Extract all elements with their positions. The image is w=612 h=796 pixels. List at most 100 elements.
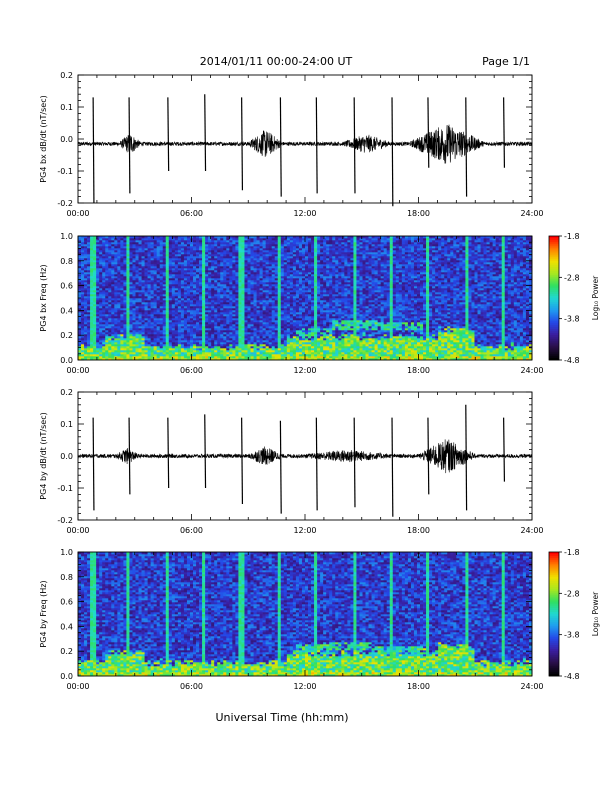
spectrogram-cell bbox=[287, 300, 290, 302]
spectrogram-cell bbox=[99, 302, 102, 304]
spectrogram-cell bbox=[154, 348, 157, 350]
spectrogram-cell bbox=[136, 242, 139, 244]
spectrogram-cell bbox=[78, 270, 81, 272]
spectrogram-cell bbox=[223, 352, 226, 354]
spectrogram-cell bbox=[175, 290, 178, 292]
spectrogram-cell bbox=[160, 292, 163, 294]
spectrogram-cell bbox=[114, 324, 117, 326]
spectrogram-cell bbox=[263, 244, 266, 246]
spectrogram-cell bbox=[166, 260, 169, 262]
spectrogram-cell bbox=[87, 270, 90, 272]
spectrogram-cell bbox=[308, 286, 311, 288]
spectrogram-cell bbox=[257, 312, 260, 314]
spectrogram-cell bbox=[166, 276, 169, 278]
spectrogram-cell bbox=[151, 276, 154, 278]
spectrogram-cell bbox=[229, 326, 232, 328]
spectrogram-cell bbox=[202, 342, 205, 344]
spectrogram-cell bbox=[117, 256, 120, 258]
spectrogram-cell bbox=[190, 290, 193, 292]
spectrogram-cell bbox=[93, 298, 96, 300]
spectrogram-cell bbox=[308, 294, 311, 296]
spectrogram-cell bbox=[187, 246, 190, 248]
spectrogram-cell bbox=[178, 244, 181, 246]
spectrogram-cell bbox=[229, 256, 232, 258]
spectrogram-cell bbox=[96, 280, 99, 282]
spectrogram-cell bbox=[78, 314, 81, 316]
spectrogram-cell bbox=[175, 240, 178, 242]
spectrogram-cell bbox=[187, 248, 190, 250]
spectrogram-cell bbox=[178, 318, 181, 320]
spectrogram-cell bbox=[254, 298, 257, 300]
spectrogram-cell bbox=[123, 242, 126, 244]
spectrogram-cell bbox=[136, 270, 139, 272]
spectrogram-cell bbox=[247, 314, 250, 316]
spectrogram-cell bbox=[160, 250, 163, 252]
spectrogram-cell bbox=[81, 354, 84, 356]
spectrogram-cell bbox=[175, 258, 178, 260]
spectrogram-cell bbox=[254, 266, 257, 268]
spectrogram-cell bbox=[123, 342, 126, 344]
spectrogram-cell bbox=[129, 342, 132, 344]
spectrogram-cell bbox=[208, 292, 211, 294]
spectrogram-cell bbox=[284, 320, 287, 322]
spectrogram-cell bbox=[93, 262, 96, 264]
spectrogram-cell bbox=[136, 268, 139, 270]
spectrogram-cell bbox=[223, 278, 226, 280]
spectrogram-cell bbox=[87, 268, 90, 270]
spectrogram-cell bbox=[178, 340, 181, 342]
spectrogram-cell bbox=[254, 324, 257, 326]
spectrogram-cell bbox=[190, 302, 193, 304]
spectrogram-cell bbox=[254, 254, 257, 256]
spectrogram-cell bbox=[172, 330, 175, 332]
spectrogram-cell bbox=[142, 308, 145, 310]
spectrogram-cell bbox=[308, 316, 311, 318]
spectrogram-cell bbox=[105, 286, 108, 288]
spectrogram-cell bbox=[169, 264, 172, 266]
spectrogram-cell bbox=[163, 336, 166, 338]
spectrogram-cell bbox=[223, 300, 226, 302]
spectrogram-cell bbox=[99, 252, 102, 254]
spectrogram-cell bbox=[96, 274, 99, 276]
spectrogram-cell bbox=[272, 344, 275, 346]
spectrogram-cell bbox=[235, 248, 238, 250]
spectrogram-cell bbox=[299, 346, 302, 348]
spectrogram-cell bbox=[160, 242, 163, 244]
spectrogram-cell bbox=[90, 266, 93, 268]
spectrogram-cell bbox=[120, 238, 123, 240]
spectrogram-cell bbox=[281, 314, 284, 316]
spectrogram-cell bbox=[136, 338, 139, 340]
spectrogram-cell bbox=[154, 290, 157, 292]
spectrogram-cell bbox=[145, 316, 148, 318]
spectrogram-cell bbox=[251, 334, 254, 336]
spectrogram-cell bbox=[99, 270, 102, 272]
spectrogram-cell bbox=[78, 268, 81, 270]
spectrogram-cell bbox=[187, 350, 190, 352]
spectrogram-cell bbox=[108, 240, 111, 242]
spectrogram-cell bbox=[108, 282, 111, 284]
spectrogram-cell bbox=[126, 262, 129, 264]
spectrogram-cell bbox=[160, 302, 163, 304]
spectrogram-cell bbox=[169, 332, 172, 334]
spectrogram-cell bbox=[290, 328, 293, 330]
spectrogram-cell bbox=[241, 254, 244, 256]
spectrogram-cell bbox=[220, 338, 223, 340]
spectrogram-cell bbox=[269, 256, 272, 258]
spectrogram-cell bbox=[278, 278, 281, 280]
spectrogram-cell bbox=[287, 354, 290, 356]
spectrogram-cell bbox=[142, 272, 145, 274]
spectrogram-cell bbox=[266, 348, 269, 350]
spectrogram-cell bbox=[229, 336, 232, 338]
spectrogram-cell bbox=[81, 242, 84, 244]
spectrogram-cell bbox=[232, 252, 235, 254]
spectrogram-cell bbox=[254, 240, 257, 242]
spectrogram-cell bbox=[226, 330, 229, 332]
spectrogram-cell bbox=[178, 256, 181, 258]
spectrogram-cell bbox=[184, 300, 187, 302]
spectrogram-cell bbox=[190, 348, 193, 350]
spectrogram-cell bbox=[178, 292, 181, 294]
spectrogram-cell bbox=[238, 246, 241, 248]
spectrogram-cell bbox=[175, 328, 178, 330]
spectrogram-cell bbox=[278, 350, 281, 352]
spectrogram-cell bbox=[93, 272, 96, 274]
spectrogram-cell bbox=[308, 288, 311, 290]
